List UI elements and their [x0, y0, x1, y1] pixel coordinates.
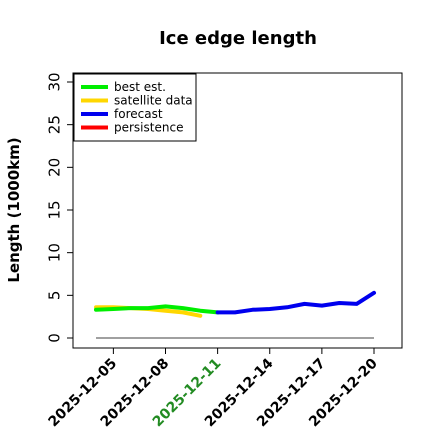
y-tick-label: 30: [45, 72, 63, 91]
series-line-forecast: [215, 290, 376, 315]
legend: best est.satellite dataforecastpersisten…: [73, 73, 197, 142]
y-tick-label: 15: [45, 200, 63, 219]
legend-label: forecast: [114, 107, 163, 121]
x-axis: 2025-12-052025-12-082025-12-112025-12-14…: [46, 348, 381, 430]
y-tick-label: 5: [45, 291, 63, 301]
legend-label: satellite data: [114, 94, 193, 108]
y-tick-label: 10: [45, 243, 63, 262]
y-axis-label: Length (1000km): [5, 137, 23, 282]
series-line-best-est: [94, 304, 220, 315]
y-tick-label: 0: [45, 333, 63, 343]
legend-label: best est.: [114, 80, 166, 94]
series-layer: [94, 290, 376, 339]
chart-title: Ice edge length: [159, 28, 317, 49]
y-axis: 0 5 10 15 20 25 30: [45, 72, 73, 343]
legend-label: persistence: [114, 121, 183, 135]
y-tick-label: 25: [45, 115, 63, 134]
y-tick-label: 20: [45, 158, 63, 177]
